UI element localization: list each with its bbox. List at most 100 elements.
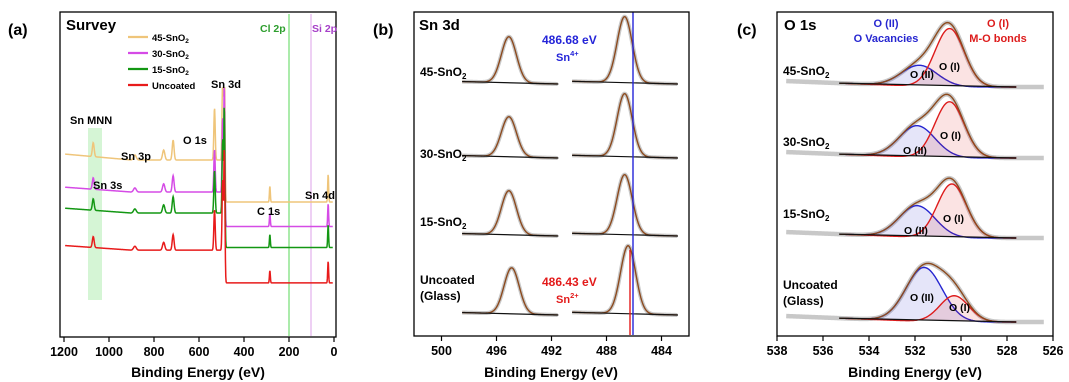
sn3d-fit-30-1: [572, 92, 678, 159]
oi-legend-desc: M-O bonds: [969, 33, 1026, 45]
label-sn3p: Sn 3p: [121, 151, 151, 163]
o1s-oi-15-fill: [839, 184, 1017, 238]
sn3d-baseline-uncoated-1: [572, 311, 679, 316]
panel-c-spectra: [786, 20, 1044, 325]
oi-tag-15: O (I): [943, 213, 964, 225]
oii-legend-desc: O Vacancies: [854, 33, 919, 45]
o1s-oi-30-fill: [839, 101, 1017, 158]
oii-tag-uncoated: O (II): [910, 292, 934, 304]
panel-b: 500 496 492 488 484 (b) Sn 3d Binding Energy…: [373, 11, 690, 380]
panel-c-tick-label-538: 538: [767, 344, 788, 358]
panel-a-tick-label-400: 400: [234, 345, 255, 359]
sn3d-baseline-uncoated-0: [462, 311, 559, 316]
panel-b-sample-45: 45-SnO2: [420, 65, 467, 81]
label-sn4d: Sn 4d: [305, 190, 335, 202]
oii-legend-title: O (II): [873, 18, 898, 30]
sn3d-baseline-15-1: [572, 232, 679, 237]
panel-b-letter: (b): [373, 22, 393, 39]
survey-line-s15: [65, 107, 333, 249]
panel-c-tick-label-530: 530: [951, 344, 972, 358]
panel-c-letter: (c): [737, 22, 757, 39]
sn3d-baseline-45-0: [462, 80, 559, 85]
oii-tag-15: O (II): [904, 225, 928, 237]
panel-a-legend: 45-SnO2 30-SnO2 15-SnO2 Uncoated: [128, 33, 195, 92]
legend-label-15: 15-SnO2: [152, 65, 189, 77]
o1s-oi-uncoated-fill: [839, 295, 1017, 322]
sn3d-fit-15-0: [462, 190, 558, 237]
panel-c: 538 536 534 532 530 528 526 (c) O 1s Binding E…: [737, 11, 1064, 380]
panel-a-x-ticks: 1200 1000 800 600 400 200 0: [50, 337, 338, 359]
panel-c-sample-uncoated: Uncoated: [783, 278, 838, 292]
panel-c-xlabel: Binding Energy (eV): [848, 364, 982, 380]
label-o1s: O 1s: [183, 135, 207, 147]
sn2-species-label: Sn2+: [556, 291, 579, 306]
panel-b-title: Sn 3d: [419, 17, 460, 34]
component-tags: O (II) O (I) O (II) O (I) O (II) O (I) O…: [903, 61, 970, 314]
sn3d-raw-45-1: [572, 14, 678, 86]
sn2-energy-label: 486.43 eV: [542, 275, 597, 289]
panel-c-x-ticks: 538 536 534 532 530 528 526: [767, 336, 1064, 358]
panel-c-tick-label-534: 534: [859, 344, 880, 358]
legend-label-30: 30-SnO2: [152, 49, 189, 61]
o1s-baseline-15: [839, 233, 1017, 239]
panel-a-title: Survey: [66, 17, 117, 34]
panel-b-spectra: [462, 14, 679, 317]
panel-b-tick-label-496: 496: [486, 344, 507, 358]
panel-a-tick-label-200: 200: [279, 345, 300, 359]
panel-a-tick-label-800: 800: [144, 345, 165, 359]
panel-a-tick-label-1200: 1200: [50, 345, 78, 359]
panel-b-sample-15: 15-SnO2: [420, 215, 467, 231]
panel-a-frame: [59, 11, 337, 338]
o1s-oii-45-fill: [839, 65, 1017, 87]
panel-a-tick-label-1000: 1000: [95, 345, 123, 359]
oi-legend-title: O (I): [987, 18, 1009, 30]
o1s-baseline-30: [839, 153, 1017, 159]
panel-a-xlabel: Binding Energy (eV): [131, 364, 265, 380]
panel-b-x-ticks: 500 496 492 488 484: [431, 336, 672, 358]
label-sn3d: Sn 3d: [211, 79, 241, 91]
panel-b-tick-label-484: 484: [651, 344, 672, 358]
legend-label-uncoated: Uncoated: [152, 81, 195, 92]
survey-line-s30: [65, 87, 333, 228]
panel-a-letter: (a): [8, 22, 28, 39]
sn3d-baseline-45-1: [572, 80, 679, 85]
panel-c-sample-45: 45-SnO2: [783, 64, 830, 80]
sn3d-baseline-30-1: [572, 154, 679, 159]
panel-b-xlabel: Binding Energy (eV): [484, 364, 618, 380]
label-sn3s: Sn 3s: [93, 180, 122, 192]
panel-c-tick-label-526: 526: [1043, 344, 1064, 358]
panel-c-title: O 1s: [784, 17, 817, 34]
sn3d-raw-30-0: [462, 114, 558, 160]
panel-a-tick-label-600: 600: [189, 345, 210, 359]
label-c1s: C 1s: [257, 206, 280, 218]
o1s-oii-uncoated-fill: [839, 267, 1017, 322]
o1s-oii-15-fill: [839, 205, 1017, 238]
survey-line-uncoated: [65, 149, 333, 284]
o1s-oii-30-fill: [839, 125, 1017, 158]
panel-b-tick-label-492: 492: [541, 344, 562, 358]
panel-a: 1200 1000 800 600 400 200 0 (a) Survey Binding…: [8, 11, 338, 380]
o1s-oi-45-fill: [839, 28, 1017, 88]
panel-b-tick-label-500: 500: [431, 344, 452, 358]
label-si2p: Si 2p: [312, 23, 337, 35]
panel-c-sample-15: 15-SnO2: [783, 207, 830, 223]
panel-c-sample-glass: (Glass): [783, 294, 824, 308]
panel-b-sample-uncoated: Uncoated: [420, 273, 475, 287]
label-sn-mnn: Sn MNN: [70, 115, 112, 127]
oi-tag-uncoated: O (I): [949, 302, 970, 314]
survey-line-s45: [65, 87, 333, 203]
o1s-baseline-45: [839, 82, 1017, 88]
sn3d-baseline-30-0: [462, 154, 559, 159]
label-cl2p: Cl 2p: [260, 23, 286, 35]
sn3d-fit-45-1: [572, 15, 678, 85]
sn4-species-label: Sn4+: [556, 49, 579, 64]
sn3d-fit-15-1: [572, 173, 678, 237]
panel-c-sample-30: 30-SnO2: [783, 135, 830, 151]
sn3d-raw-30-1: [572, 91, 678, 160]
sn3d-baseline-15-0: [462, 232, 559, 237]
sn4-energy-label: 486.68 eV: [542, 33, 597, 47]
panel-c-tick-label-536: 536: [813, 344, 834, 358]
panel-a-spectra: [65, 87, 333, 284]
sn3d-raw-15-1: [572, 172, 678, 238]
